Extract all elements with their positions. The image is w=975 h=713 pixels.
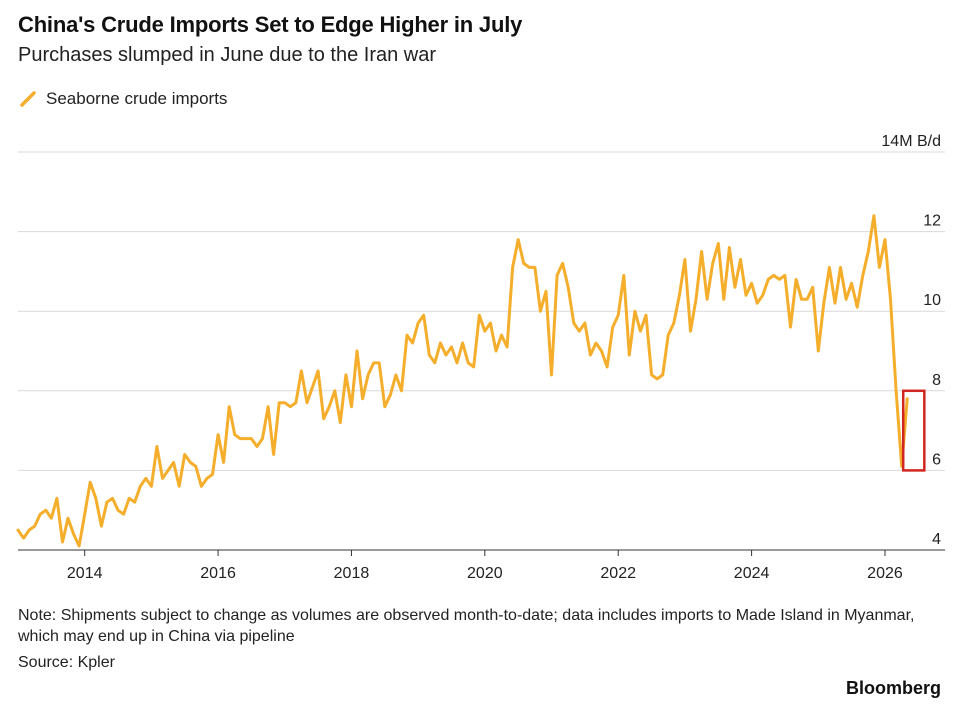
y-tick-label: 14M B/d: [881, 133, 941, 150]
series-line-seaborne-crude-imports: [16, 214, 909, 548]
x-tick-label: 2018: [334, 565, 370, 582]
y-tick-label: 4: [932, 531, 941, 548]
x-tick-label: 2024: [734, 565, 770, 582]
x-tick-label: 2016: [200, 565, 236, 582]
x-tick-label: 2026: [867, 565, 903, 582]
x-tick-label: 2014: [67, 565, 103, 582]
x-tick-label: 2022: [600, 565, 636, 582]
chart-subtitle: Purchases slumped in June due to the Ira…: [18, 44, 437, 66]
y-tick-label: 8: [932, 372, 941, 389]
chart-source: Source: Kpler: [18, 654, 115, 671]
legend-label: Seaborne crude imports: [46, 89, 228, 108]
chart-note: Note: Shipments subject to change as vol…: [18, 607, 915, 645]
line-chart: 4 6 8 10 12 14M B/d 2014 2016 2018 2020 2022 2024 20…: [16, 133, 945, 582]
highlight-box: [901, 389, 926, 472]
y-tick-label: 6: [932, 451, 941, 468]
legend: Seaborne crude imports: [18, 88, 227, 110]
y-tick-label: 10: [923, 292, 941, 309]
brand-logo: Bloomberg: [845, 678, 941, 698]
y-tick-label: 12: [923, 213, 941, 230]
chart-title: China's Crude Imports Set to Edge Higher…: [18, 12, 523, 37]
x-tick-label: 2020: [467, 565, 503, 582]
legend-line-icon: [20, 91, 36, 107]
